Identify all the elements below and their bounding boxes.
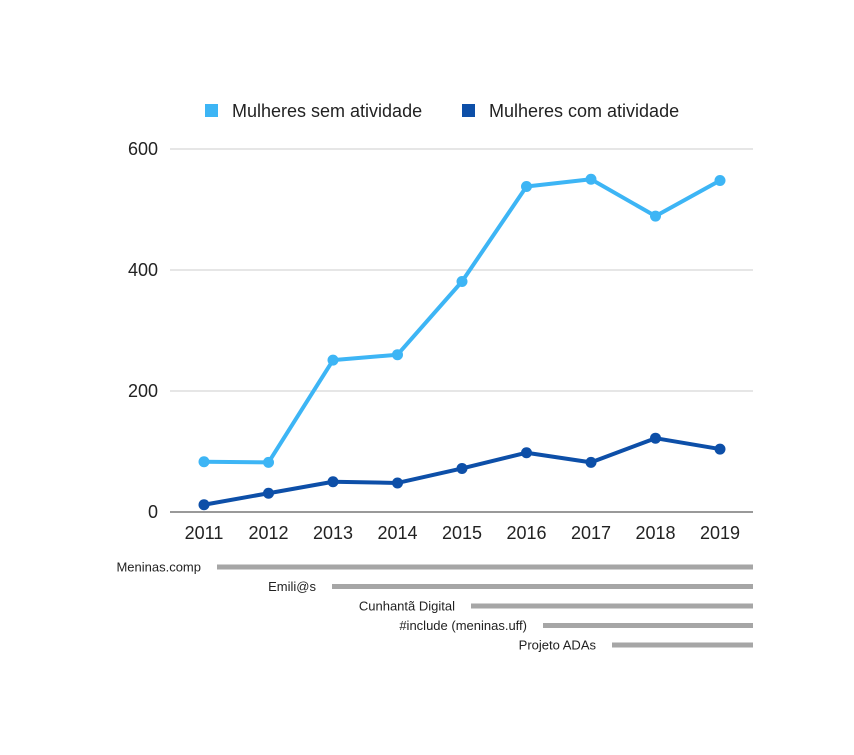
project-label: Meninas.comp — [116, 560, 201, 575]
data-point — [714, 174, 726, 186]
x-tick-label: 2011 — [185, 523, 224, 543]
legend: Mulheres sem atividade Mulheres com ativ… — [205, 101, 679, 121]
data-point — [650, 432, 661, 444]
data-point — [327, 354, 339, 366]
project-timeline: Meninas.comp Emili@s Cunhantã Digital #incl… — [116, 560, 753, 653]
y-tick-label: 200 — [128, 381, 158, 401]
x-tick-label: 2014 — [377, 523, 417, 543]
project-label: Cunhantã Digital — [359, 599, 455, 614]
project-label: Projeto ADAs — [519, 638, 597, 653]
data-point — [263, 487, 274, 499]
data-point — [521, 447, 532, 459]
x-tick-label: 2016 — [506, 523, 546, 543]
x-tick-label: 2019 — [700, 523, 740, 543]
data-point — [585, 456, 597, 468]
x-tick-label: 2013 — [313, 523, 353, 543]
data-point — [263, 456, 274, 468]
data-point — [650, 210, 661, 222]
x-tick-label: 2015 — [442, 523, 482, 543]
x-tick-label: 2012 — [248, 523, 288, 543]
y-tick-label: 400 — [128, 260, 158, 280]
data-point — [198, 456, 210, 468]
project-label: #include (meninas.uff) — [399, 618, 527, 633]
series-points — [198, 173, 726, 511]
data-point — [456, 275, 468, 287]
y-axis-ticks: 0 200 400 600 — [128, 139, 158, 522]
legend-swatch-series-0 — [205, 104, 218, 117]
data-point — [392, 349, 403, 361]
x-tick-label: 2017 — [571, 523, 611, 543]
data-point — [392, 477, 403, 489]
data-point — [198, 499, 210, 511]
series-line-0 — [202, 177, 722, 465]
x-axis-ticks: 2011 2012 2013 2014 2015 2016 2017 2018 2019 — [185, 523, 740, 543]
series-lines — [202, 177, 722, 507]
y-tick-label: 600 — [128, 139, 158, 159]
legend-label-series-1: Mulheres com atividade — [489, 101, 679, 121]
legend-swatch-series-1 — [462, 104, 475, 117]
legend-label-series-0: Mulheres sem atividade — [232, 101, 422, 121]
x-tick-label: 2018 — [635, 523, 675, 543]
data-point — [714, 443, 726, 455]
project-label: Emili@s — [268, 579, 316, 594]
gridlines — [170, 148, 753, 513]
data-point — [456, 462, 468, 474]
data-point — [327, 476, 339, 488]
data-point — [521, 181, 532, 193]
y-tick-label: 0 — [148, 502, 158, 522]
data-point — [585, 173, 597, 185]
